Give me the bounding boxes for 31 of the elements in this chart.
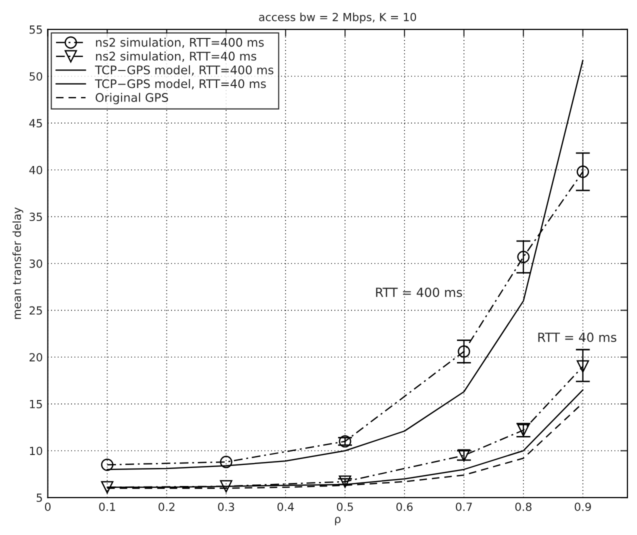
y-tick-label: 50 — [30, 72, 42, 81]
y-tick-label: 35 — [30, 212, 42, 222]
legend-label: TCP−GPS model, RTT=400 ms — [94, 65, 274, 76]
y-tick-label: 15 — [30, 400, 42, 408]
x-axis-title: ρ — [335, 516, 341, 526]
x-tick-label: 0.2 — [158, 502, 174, 512]
x-tick-label: 0.1 — [99, 502, 116, 512]
annotation: RTT = 40 ms — [538, 332, 616, 342]
y-axis-title: mean transfer delay — [12, 207, 24, 319]
x-tick-label: 0.9 — [574, 502, 591, 512]
chart-title: access bw = 2 Mbps, K = 10 — [259, 12, 416, 24]
y-tick-label: 30 — [30, 259, 42, 268]
x-tick-label: 0.7 — [456, 502, 472, 512]
annotation: RTT = 400 ms — [376, 288, 462, 298]
x-tick-label: 0 — [44, 502, 51, 512]
legend-label: ns2 simulation, RTT=40 ms — [96, 51, 256, 62]
x-tick-label: 0.8 — [515, 502, 532, 512]
y-tick-label: 40 — [29, 166, 42, 174]
y-tick-label: 45 — [29, 119, 42, 128]
x-tick-label: 0.5 — [336, 502, 353, 512]
y-tick-label: 5 — [36, 494, 42, 502]
x-tick-label: 0.6 — [396, 502, 413, 512]
y-tick-label: 20 — [30, 353, 42, 362]
legend-label: ns2 simulation, RTT=400 ms — [96, 38, 264, 48]
x-tick-label: 0.4 — [277, 502, 294, 512]
y-tick-label: 55 — [30, 26, 42, 34]
x-tick-label: 0.3 — [218, 502, 234, 512]
legend-label: Original GPS — [96, 92, 168, 104]
y-tick-label: 25 — [30, 306, 42, 315]
y-tick-label: 10 — [30, 446, 42, 456]
legend-label: TCP−GPS model, RTT=40 ms — [94, 79, 266, 90]
